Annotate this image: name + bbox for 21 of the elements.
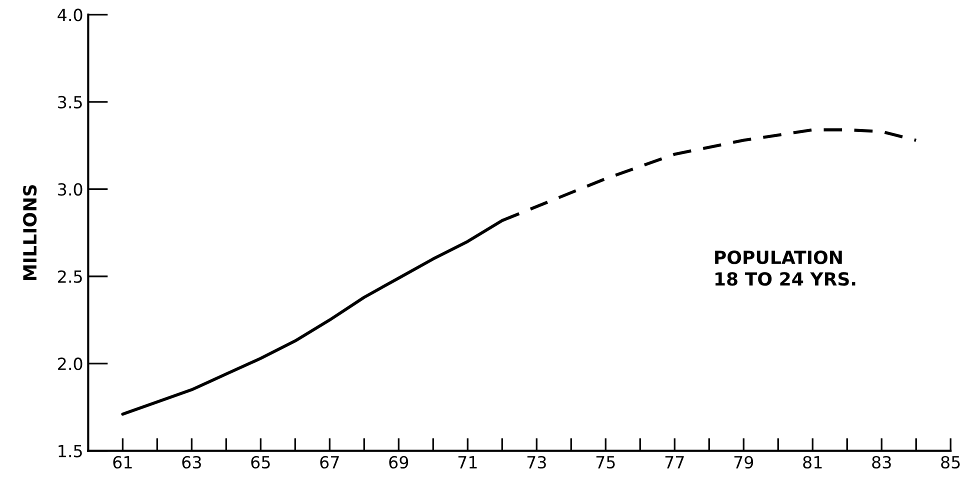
y-tick-label: 2.0 (58, 358, 82, 370)
y-tick-label: 1.5 (58, 444, 82, 458)
y-tick-label: 4.0 (58, 8, 82, 22)
y-axis-title: MILLIONS (23, 185, 37, 280)
x-tick-label: 73 (527, 456, 546, 469)
x-tick-label: 77 (665, 456, 684, 468)
y-tick-label: 3.5 (58, 96, 82, 108)
annotation: POPULATION 18 TO 24 YRS. (715, 250, 856, 286)
x-tick-label: 65 (251, 456, 270, 469)
x-tick-label: 67 (320, 456, 339, 469)
x-tick-label: 71 (458, 456, 477, 468)
x-tick-label: 79 (734, 456, 754, 469)
x-tick-label: 81 (803, 456, 822, 469)
x-tick-label: 85 (941, 456, 960, 469)
x-tick-label: 83 (872, 456, 891, 469)
x-tick-label: 63 (182, 456, 201, 469)
y-tick-label: 2.5 (58, 270, 82, 283)
y-tick-label: 3.0 (58, 183, 82, 196)
x-tick-label: 75 (596, 456, 615, 469)
x-tick-label: 69 (389, 456, 408, 469)
x-tick-label: 61 (113, 456, 132, 469)
